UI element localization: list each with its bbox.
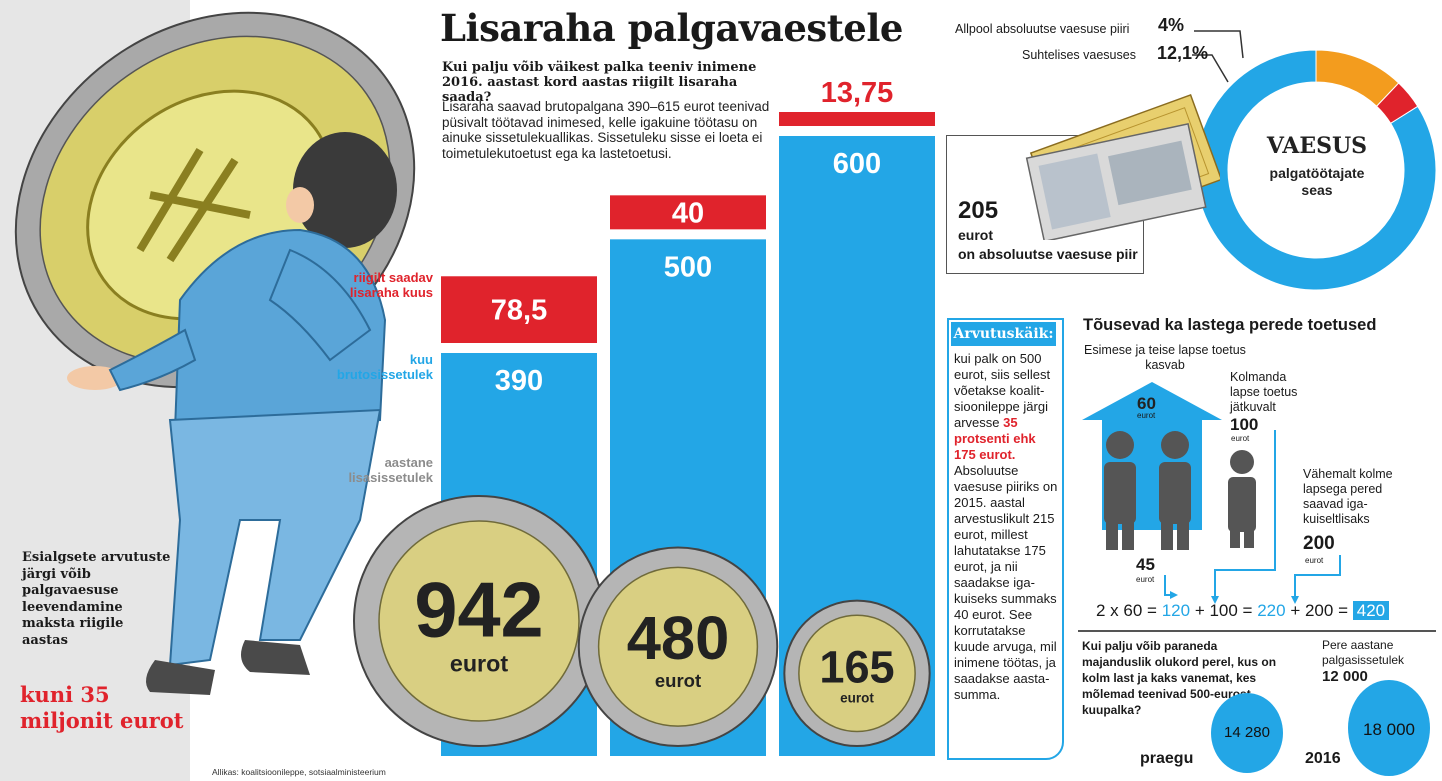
- divider: [1078, 630, 1436, 632]
- child-benefit-new-unit: eurot: [1137, 411, 1156, 420]
- threshold-label: on absoluutse vaesuse piir: [958, 246, 1138, 262]
- eq-value-1: 120: [1161, 601, 1191, 620]
- monthly-extra-bar: [610, 195, 766, 230]
- monthly-extra-label: 13,75: [821, 77, 894, 109]
- large-family-value: 200: [1303, 533, 1335, 554]
- absolute-poverty-label: Allpool absoluutse vaesuse piiri: [955, 22, 1130, 36]
- annual-value-label: 942: [414, 568, 543, 654]
- annual-coin-inner: [597, 566, 759, 727]
- label-gross-income: kuu brutosissetulek: [336, 352, 433, 382]
- annual-coin-inner: [378, 520, 580, 722]
- monthly-extra-bar: [779, 112, 935, 126]
- eq-part-3: + 200 =: [1290, 601, 1348, 620]
- banknotes-image: [1025, 93, 1220, 240]
- source-note: Allikas: koalitsioonileppe, sotsiaalmini…: [212, 767, 386, 777]
- year-2016-label: 2016: [1305, 750, 1341, 767]
- family-illustration: [1082, 382, 1341, 604]
- poverty-donut-chart: [1192, 30, 1437, 291]
- large-family-unit: eurot: [1305, 556, 1324, 565]
- first-second-child-label: Esimese ja teise lapse toetus kasvab: [1084, 343, 1246, 372]
- calculation-text: kui palk on 500 eurot, siis sellest võe­…: [954, 351, 1058, 703]
- annual-value-label: 480: [627, 604, 730, 673]
- family-income-label: Pere aastane palgasissetulek: [1322, 638, 1405, 667]
- calc-text-after: Absoluutse vaesuse piiriks on 2015. aast…: [954, 463, 1058, 702]
- gross-income-label: 500: [664, 251, 712, 283]
- eq-part-2: + 100 =: [1194, 601, 1253, 620]
- now-circle: [1211, 693, 1283, 773]
- donut-center-subtitle: palgatöötajate seas: [1269, 165, 1365, 198]
- label-monthly-extra: riigilt saadav lisaraha kuus: [349, 270, 433, 300]
- large-family-label: Vähemalt kolme lapsega pered saavad iga­…: [1303, 467, 1393, 526]
- donut-segment-absolute: [1375, 82, 1419, 125]
- calc-text-before: kui palk on 500 eurot, siis sellest võe­…: [954, 351, 1051, 430]
- annual-coin-inner: [798, 614, 916, 733]
- benefit-equation: 2 x 60 = 120 + 100 = 220 + 200 = 420: [1096, 601, 1390, 621]
- now-value: 14 280: [1224, 724, 1270, 741]
- gross-income-label: 390: [495, 365, 543, 397]
- calculation-box: [947, 318, 1064, 760]
- eq-part-1: 2 x 60 =: [1096, 601, 1157, 620]
- year-2016-value: 18 000: [1363, 720, 1415, 739]
- subtitle: Kui palju võib väikest palka teeniv inim…: [442, 60, 757, 105]
- family-section-title: Tõusevad ka lastega perede toetused: [1083, 316, 1377, 334]
- donut-segment-rest: [1195, 49, 1437, 291]
- child-benefit-old-unit: eurot: [1136, 575, 1155, 584]
- threshold-value: 205: [958, 197, 999, 224]
- annual-value-label: 165: [819, 641, 894, 692]
- annual-unit-label: eurot: [840, 691, 874, 706]
- relative-poverty-label: Suhtelises vaesuses: [1022, 48, 1136, 62]
- calculation-title: Arvutuskäik:: [951, 322, 1056, 346]
- year-2016-circle: [1348, 680, 1430, 776]
- monthly-extra-label: 40: [672, 197, 704, 229]
- monthly-extra-label: 78,5: [491, 295, 547, 327]
- donut-center-title: VAESUS: [1266, 133, 1368, 159]
- illustration-man-carrying-coin: [14, 11, 416, 695]
- eq-total: 420: [1352, 601, 1390, 620]
- family-question: Kui palju võib paraneda majanduslik oluk…: [1082, 639, 1277, 717]
- relative-poverty-value: 12,1%: [1157, 43, 1209, 63]
- annual-unit-label: eurot: [655, 670, 701, 691]
- cost-total: kuni 35 miljonit eurot: [20, 682, 184, 733]
- intro-text: Lisaraha saavad brutopalgana 390–615 eur…: [442, 99, 770, 161]
- annual-unit-label: eurot: [450, 650, 508, 676]
- cost-note: Esialgsete arvutuste järgi võib palgavae…: [22, 550, 171, 648]
- label-annual-extra: aastane lisasissetulek: [348, 455, 433, 485]
- child-benefit-new-value: 60: [1137, 394, 1156, 413]
- page-title: Lisaraha palgavaestele: [440, 6, 903, 50]
- third-child-unit: eurot: [1231, 434, 1250, 443]
- child-benefit-old-value: 45: [1136, 555, 1155, 574]
- third-child-label: Kolmanda lapse toetus jätkuvalt: [1230, 370, 1298, 414]
- threshold-unit: eurot: [958, 227, 993, 243]
- eq-value-2: 220: [1257, 601, 1286, 620]
- gross-income-label: 600: [833, 148, 881, 180]
- absolute-poverty-value: 4%: [1158, 15, 1185, 35]
- calc-highlight: 35 protsenti ehk 175 eurot.: [954, 415, 1036, 462]
- now-label: praegu: [1140, 750, 1194, 767]
- family-income-value: 12 000: [1322, 668, 1368, 685]
- monthly-extra-bar: [441, 276, 597, 343]
- third-child-value: 100: [1230, 415, 1259, 434]
